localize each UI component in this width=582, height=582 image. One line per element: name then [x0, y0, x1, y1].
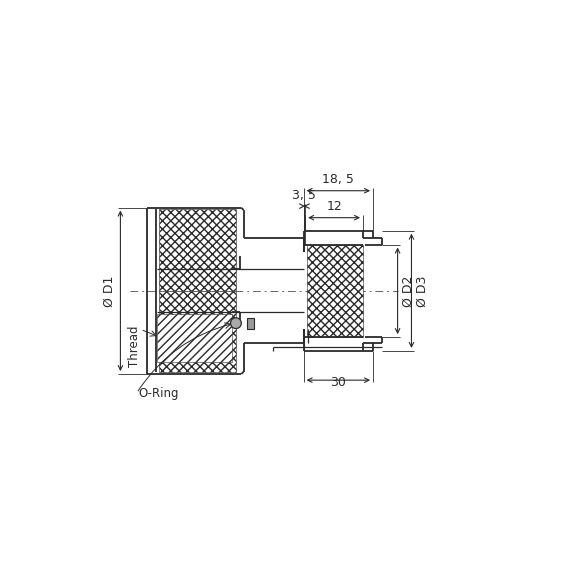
Circle shape: [230, 318, 242, 329]
Bar: [307, 244, 363, 337]
Bar: [157, 314, 232, 363]
Text: Thread: Thread: [128, 325, 141, 367]
Text: Ø D3: Ø D3: [416, 275, 429, 307]
Text: Ø D2: Ø D2: [402, 275, 415, 307]
Bar: [159, 291, 236, 372]
Bar: [247, 318, 254, 329]
Text: 30: 30: [331, 377, 346, 389]
Bar: [159, 209, 236, 291]
Text: O-Ring: O-Ring: [138, 387, 179, 400]
Text: 18, 5: 18, 5: [322, 173, 354, 186]
Text: 3, 5: 3, 5: [293, 189, 317, 201]
Text: 12: 12: [326, 200, 342, 213]
Text: Ø D1: Ø D1: [103, 275, 116, 307]
